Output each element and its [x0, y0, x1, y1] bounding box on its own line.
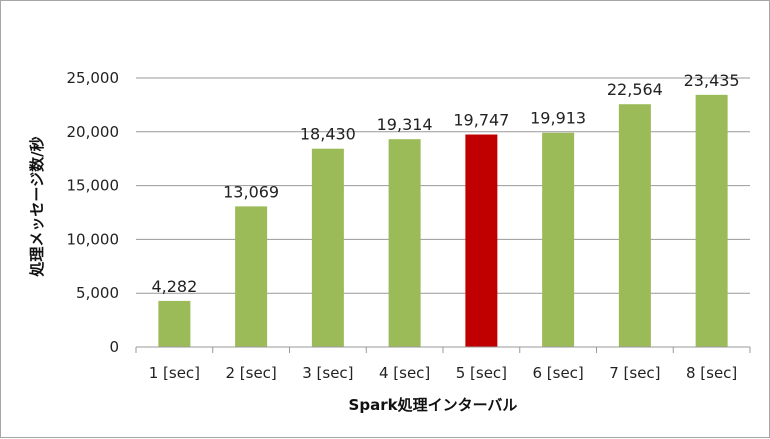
y-tick-label: 0: [109, 338, 119, 356]
data-label: 13,069: [223, 182, 279, 201]
y-tick-label: 15,000: [67, 177, 120, 195]
bar-1: [158, 300, 191, 347]
y-axis-ticks: 0 5,000 10,000 15,000 20,000 25,000: [67, 69, 120, 356]
y-tick-label: 5,000: [76, 284, 119, 302]
bar-7: [618, 104, 651, 347]
data-label: 19,314: [377, 115, 433, 134]
data-label: 19,913: [530, 109, 586, 128]
x-tick-label: 2 [sec]: [225, 364, 276, 382]
x-tick-label: 1 [sec]: [149, 364, 200, 382]
bar-2: [235, 206, 268, 347]
y-tick-label: 10,000: [67, 230, 120, 248]
data-label: 4,282: [151, 277, 197, 296]
bar-8: [695, 94, 728, 347]
bar-5: [465, 134, 498, 347]
x-tick-label: 8 [sec]: [686, 364, 737, 382]
y-axis-title: 処理メッセージ数/秒: [28, 136, 46, 277]
data-label: 19,747: [453, 111, 509, 130]
x-tick-label: 4 [sec]: [379, 364, 430, 382]
y-tick-label: 20,000: [67, 123, 120, 141]
bar-6: [542, 132, 575, 347]
data-label: 23,435: [684, 71, 740, 90]
x-tick-label: 6 [sec]: [532, 364, 583, 382]
bar-4: [388, 139, 421, 347]
x-tick-label: 3 [sec]: [302, 364, 353, 382]
y-tick-label: 25,000: [67, 69, 120, 87]
data-label: 18,430: [300, 125, 356, 144]
data-label: 22,564: [607, 80, 663, 99]
x-tick-label: 7 [sec]: [609, 364, 660, 382]
data-labels: 4,282 13,069 18,430 19,314 19,747 19,913 22,56…: [151, 71, 739, 296]
x-tick-label: 5 [sec]: [456, 364, 507, 382]
bar-3: [311, 148, 344, 347]
x-axis-title: Spark処理インターバル: [349, 396, 518, 414]
bars: [158, 94, 728, 347]
x-axis-ticks: 1 [sec] 2 [sec] 3 [sec] 4 [sec] 5 [sec] 6 [se…: [135, 347, 751, 382]
